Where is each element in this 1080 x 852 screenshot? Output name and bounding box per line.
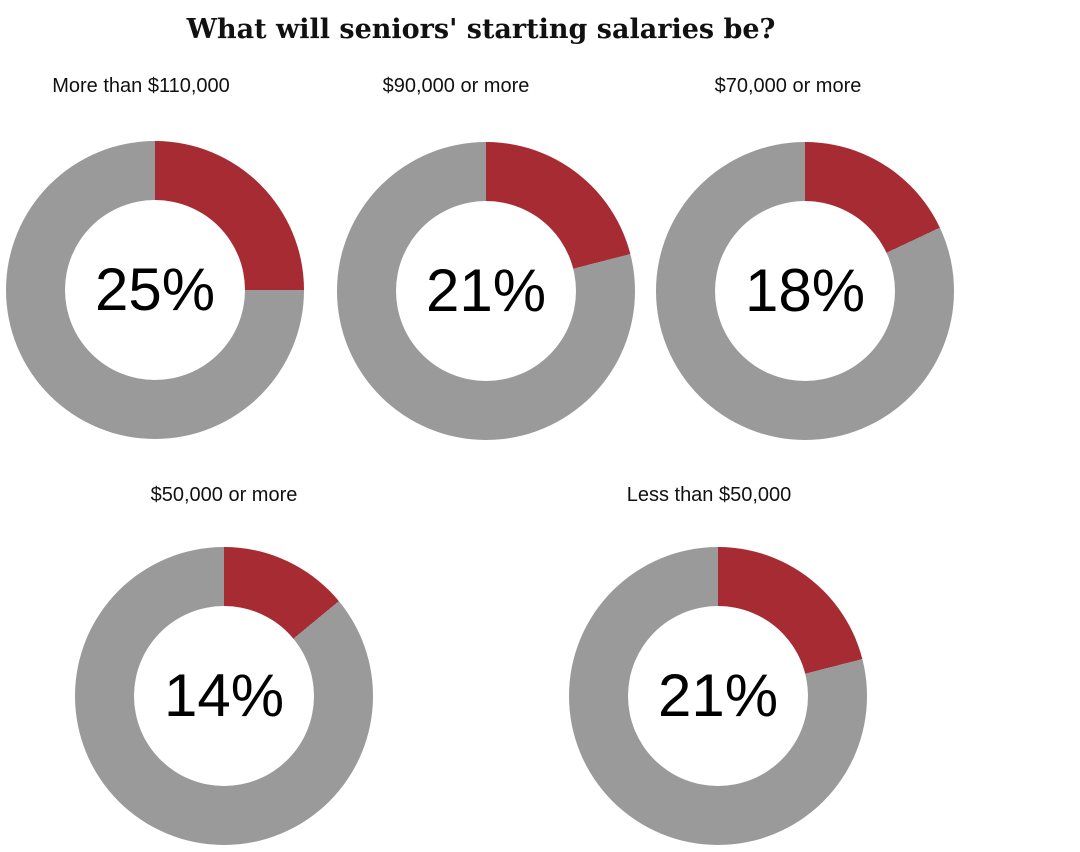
donut-ring-50k-or-more: 14% xyxy=(75,547,373,845)
donut-value: 21% xyxy=(425,257,547,324)
donut-ring-more-than-110k: 25% xyxy=(6,141,304,439)
donut-label-more-than-110k: More than $110,000 xyxy=(52,75,230,97)
donut-value: 21% xyxy=(657,662,779,729)
donut-label-less-than-50k: Less than $50,000 xyxy=(626,484,792,506)
donut-ring-70k-or-more: 18% xyxy=(656,142,954,440)
donut-ring-90k-or-more: 21% xyxy=(337,142,635,440)
donut-label-70k-or-more: $70,000 or more xyxy=(714,75,862,97)
donut-hole: 21% xyxy=(396,201,576,381)
donut-hole: 14% xyxy=(134,606,314,786)
donut-value: 18% xyxy=(744,257,866,324)
donut-ring-less-than-50k: 21% xyxy=(569,547,867,845)
chart-title: What will seniors' starting salaries be? xyxy=(186,14,776,45)
donut-hole: 25% xyxy=(65,200,245,380)
donut-value: 14% xyxy=(163,662,285,729)
donut-hole: 21% xyxy=(628,606,808,786)
donut-label-50k-or-more: $50,000 or more xyxy=(150,484,298,506)
donut-label-90k-or-more: $90,000 or more xyxy=(382,75,530,97)
donut-hole: 18% xyxy=(715,201,895,381)
donut-value: 25% xyxy=(94,256,216,323)
